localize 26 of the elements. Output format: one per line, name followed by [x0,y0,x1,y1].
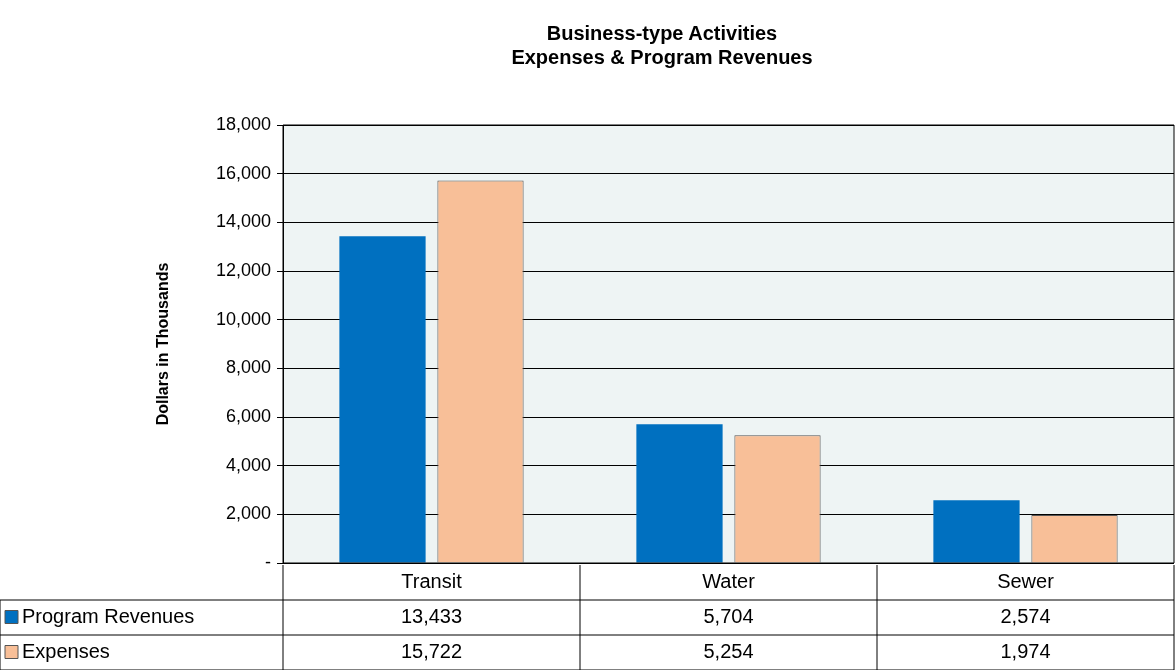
bar [339,236,426,563]
x-tick-label: Water [702,570,756,593]
y-tick-label: 12,000 [215,259,271,280]
data-label: 1,974 [1000,640,1051,663]
data-label: 2,574 [1000,605,1051,628]
y-tick-label: 2,000 [225,503,271,524]
bar [636,424,723,563]
legend-label: Expenses [22,640,110,663]
y-tick-label: 8,000 [225,357,271,378]
y-tick-label: 16,000 [215,162,271,183]
y-tick-label: 10,000 [215,308,271,329]
y-tick-label: 4,000 [225,454,271,475]
y-tick-label: 6,000 [225,405,271,426]
data-label: 5,254 [703,640,754,663]
bar [933,500,1020,563]
data-label: 13,433 [400,605,463,628]
chart-title: Business-type Activities Expenses & Program Revenues [511,21,813,68]
y-tick-label: - [265,551,271,572]
y-axis-title: Dollars in Thousands [154,262,172,426]
data-label: 15,722 [400,640,463,663]
y-tick-label: 14,000 [215,211,271,232]
x-tick-label: Transit [401,570,463,593]
y-tick-label: 18,000 [215,113,271,134]
x-tick-label: Sewer [997,570,1055,593]
data-label: 5,704 [703,605,754,628]
legend-label: Program Revenues [22,605,195,628]
